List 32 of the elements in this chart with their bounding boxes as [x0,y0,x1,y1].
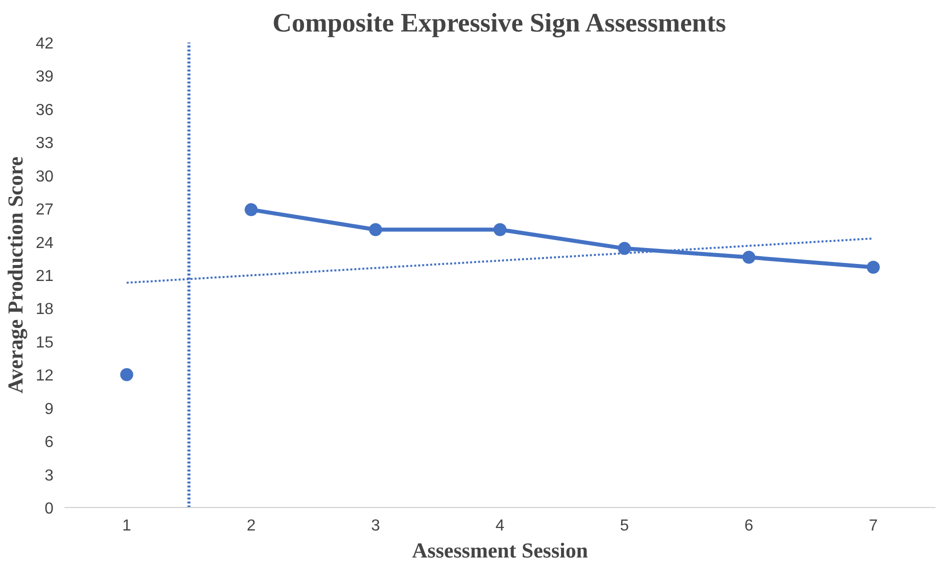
y-axis-title: Average Production Score [4,156,28,394]
y-tick-label: 21 [36,268,54,285]
point [369,223,382,236]
y-tick-label: 27 [36,202,54,219]
x-tick-label: 5 [620,518,629,534]
y-tick-label: 3 [44,467,54,484]
point [494,223,506,236]
y-tick-label: 9 [44,400,54,418]
x-tick-label: 3 [371,518,380,534]
x-tick-label: 4 [496,518,505,534]
x-tick-label: 2 [246,518,256,534]
y-tick-label: 33 [36,135,54,152]
point [244,203,258,216]
y-tick-label: 18 [36,301,54,318]
x-axis-title: Assessment Session [412,538,588,562]
y-tick-label: 30 [36,168,54,186]
y-tick-label: 0 [44,500,54,518]
x-tick-label: 6 [744,518,754,534]
chart-title: Composite Expressive Sign Assessments [272,8,726,38]
point [618,242,631,255]
y-tick-label: 36 [36,102,54,119]
y-tick-label: 39 [36,68,54,86]
y-tick-label: 24 [36,234,54,252]
y-tick-label: 12 [36,368,54,385]
y-tick-label: 42 [36,36,54,52]
x-tick-label: 1 [122,518,132,534]
point [742,250,756,264]
point [120,368,134,382]
y-tick-label: 6 [44,434,54,452]
y-tick-label: 15 [36,334,54,352]
x-tick-label: 7 [868,518,878,534]
point [866,260,880,274]
